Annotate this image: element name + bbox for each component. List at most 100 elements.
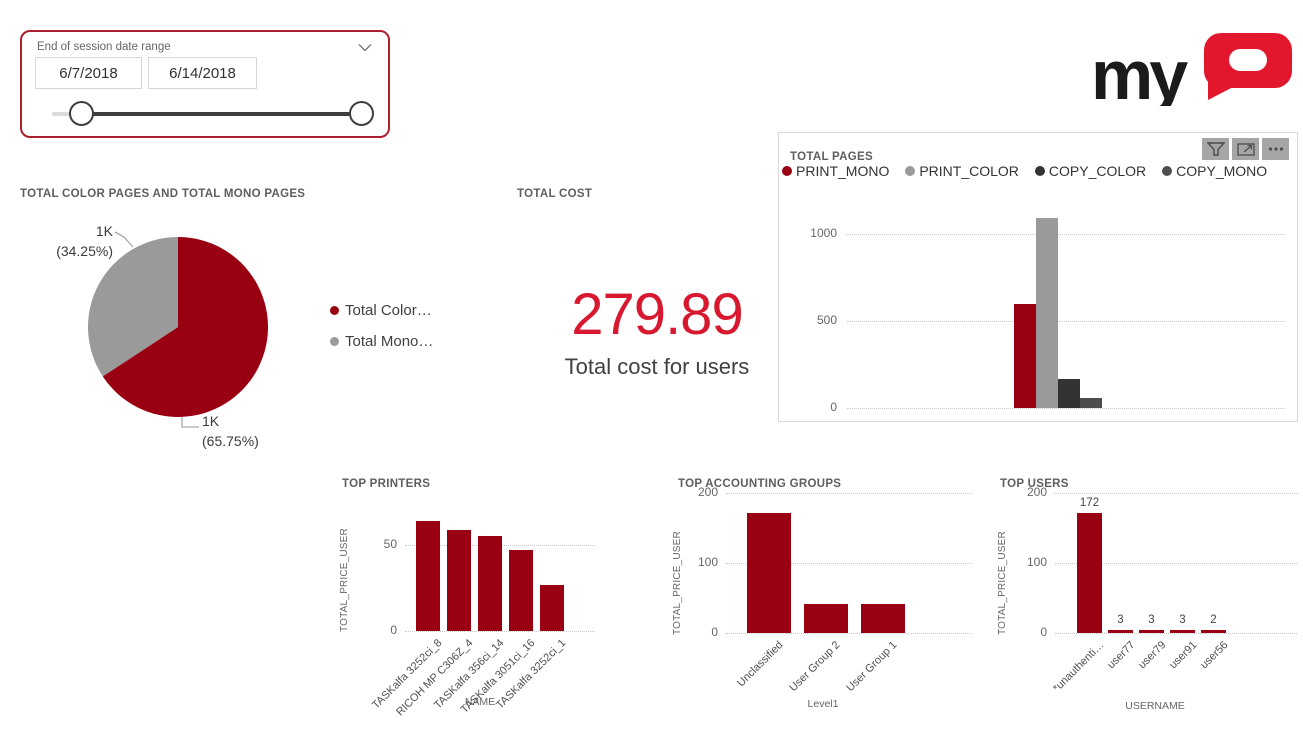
bar-user91[interactable] [1170,629,1195,633]
slicer-title: End of session date range [37,41,171,53]
bar-taskalfa-356ci-14[interactable] [478,536,502,631]
chart-title: TOTAL COLOR PAGES AND TOTAL MONO PAGES [20,187,306,200]
y-tick-100: 100 [1026,555,1047,569]
legend-label: COPY_COLOR [1048,163,1147,179]
bar-taskalfa-3051ci-16[interactable] [509,550,533,631]
category-label: user56 [1197,639,1230,672]
visual-top-users: TOP USERS TOTAL_PRICE_USER 0 100 200 172 *un… [995,460,1303,736]
end-date-input[interactable]: 6/14/2018 [148,57,257,89]
legend-label: COPY_MONO [1176,163,1268,179]
legend-dot [330,337,339,346]
plot-area: 0 50 TASKalfa 3252ci_8 RICOH MP C306Z_4 TASK… [335,460,665,736]
slider-track-left[interactable] [52,112,84,116]
bar-user79[interactable] [1139,629,1164,633]
focus-mode-button[interactable] [1232,138,1259,160]
bar-copy_mono[interactable] [1080,398,1102,408]
gridline-200 [1055,493,1297,494]
total-cost-value: 279.89 [571,282,743,347]
y-tick-100: 100 [697,555,718,569]
plot-area: 0 500 1000 [779,133,1297,421]
visual-toolbar [1202,138,1289,160]
myq-logo: my [1095,33,1292,106]
plot-area: 0 100 200 Unclassified User Group 2 User Grou… [670,460,992,736]
bar-value-label: 3 [1148,613,1155,626]
legend-item-total-color-[interactable]: Total Color… [330,302,433,319]
chevron-down-icon[interactable] [358,43,372,52]
slider-handle-end[interactable] [349,101,374,126]
legend-item-print-color[interactable]: PRINT_COLOR [905,163,1019,179]
legend-label: PRINT_COLOR [919,163,1019,179]
x-axis-title: NAME [464,696,496,708]
total-cost-caption: Total cost for users [564,354,750,379]
bar-copy_color[interactable] [1058,379,1080,408]
gridline-0 [726,633,972,634]
legend-item-copy-color[interactable]: COPY_COLOR [1034,163,1147,179]
y-tick-200: 200 [1026,485,1047,499]
slider-track-selected[interactable] [82,112,362,116]
bar-user-group-2[interactable] [804,603,848,633]
x-axis-title: USERNAME [1125,700,1185,712]
bar-value-label: 2 [1210,613,1217,626]
x-axis-title: Level1 [807,698,839,710]
chart-title: TOP PRINTERS [342,477,431,490]
start-date-input[interactable]: 6/7/2018 [35,57,142,89]
y-tick-0: 0 [711,625,718,639]
pie-slice-total-mono-[interactable] [88,237,178,377]
chart-title: TOP ACCOUNTING GROUPS [678,477,842,490]
legend-label: Total Color… [345,302,432,319]
pie-slice-total-color-[interactable] [102,237,268,417]
bar-taskalfa-3252ci-1[interactable] [540,584,564,631]
bar-user56[interactable] [1201,629,1226,633]
chart-title: TOTAL COST [517,187,593,200]
pie-chart [88,237,268,417]
category-label: TASKalfa 3252ci_1 [493,637,569,712]
bar-ricoh-mp-c306z-4[interactable] [447,529,471,631]
visual-total-pages: TOTAL PAGES P [778,132,1298,422]
pie-legend: Total Color… Total Mono… [330,302,433,350]
filter-icon [1206,142,1225,156]
gridline-0 [1055,633,1297,634]
visual-total-cost-card: TOTAL COST 279.89 Total cost for users [517,170,797,400]
visual-top-accounting-groups: TOP ACCOUNTING GROUPS TOTAL_PRICE_USER 0… [670,460,992,736]
legend-dot [782,166,792,176]
chart-title: TOTAL PAGES [790,150,873,163]
bar-unclassified[interactable] [747,513,791,633]
bar-print_color[interactable] [1036,218,1058,408]
gridline-100 [726,563,972,564]
pie-label-color: 1K (65.75%) [202,413,259,449]
legend-dot [1162,166,1173,176]
gridline-0 [405,631,595,632]
legend-dot [905,166,916,176]
y-tick-1000: 1000 [810,226,837,240]
y-tick-0: 0 [830,400,837,414]
chart-title: TOP USERS [1000,477,1069,490]
filter-button[interactable] [1202,138,1229,160]
pie-label-mono: 1K (34.25%) [56,223,113,259]
bar--unauthenti-[interactable] [1077,512,1102,633]
visual-color-mono-pie: TOTAL COLOR PAGES AND TOTAL MONO PAGES 1… [20,170,490,462]
bar-value-label: 3 [1117,613,1124,626]
bar-value-label: 172 [1079,496,1100,509]
legend-item-copy-mono[interactable]: COPY_MONO [1162,163,1267,179]
logo-q-shape [1204,33,1292,100]
legend-dot [1034,166,1045,176]
legend-item-print-mono[interactable]: PRINT_MONO [782,163,889,179]
plot-area: 0 100 200 172 *unauthenti… 3 user77 3 user79 3 use… [995,460,1303,736]
series-legend: PRINT_MONO PRINT_COLOR COPY_COLOR COPY_MONO [782,163,1267,179]
logo-my-text: my [1095,36,1188,106]
y-tick-0: 0 [1040,625,1047,639]
bar-taskalfa-3252ci-8[interactable] [416,520,440,631]
y-tick-50: 50 [383,537,397,551]
gridline-500 [847,321,1285,322]
legend-item-total-mono-[interactable]: Total Mono… [330,333,433,350]
bar-user-group-1[interactable] [861,604,905,633]
gridline-1000 [847,234,1285,235]
bar-value-label: 3 [1179,613,1186,626]
slider-handle-start[interactable] [69,101,94,126]
more-options-button[interactable] [1262,138,1289,160]
legend-label: PRINT_MONO [796,163,890,179]
bar-print_mono[interactable] [1014,303,1036,408]
legend-label: Total Mono… [345,333,434,350]
bar-user77[interactable] [1108,629,1133,633]
